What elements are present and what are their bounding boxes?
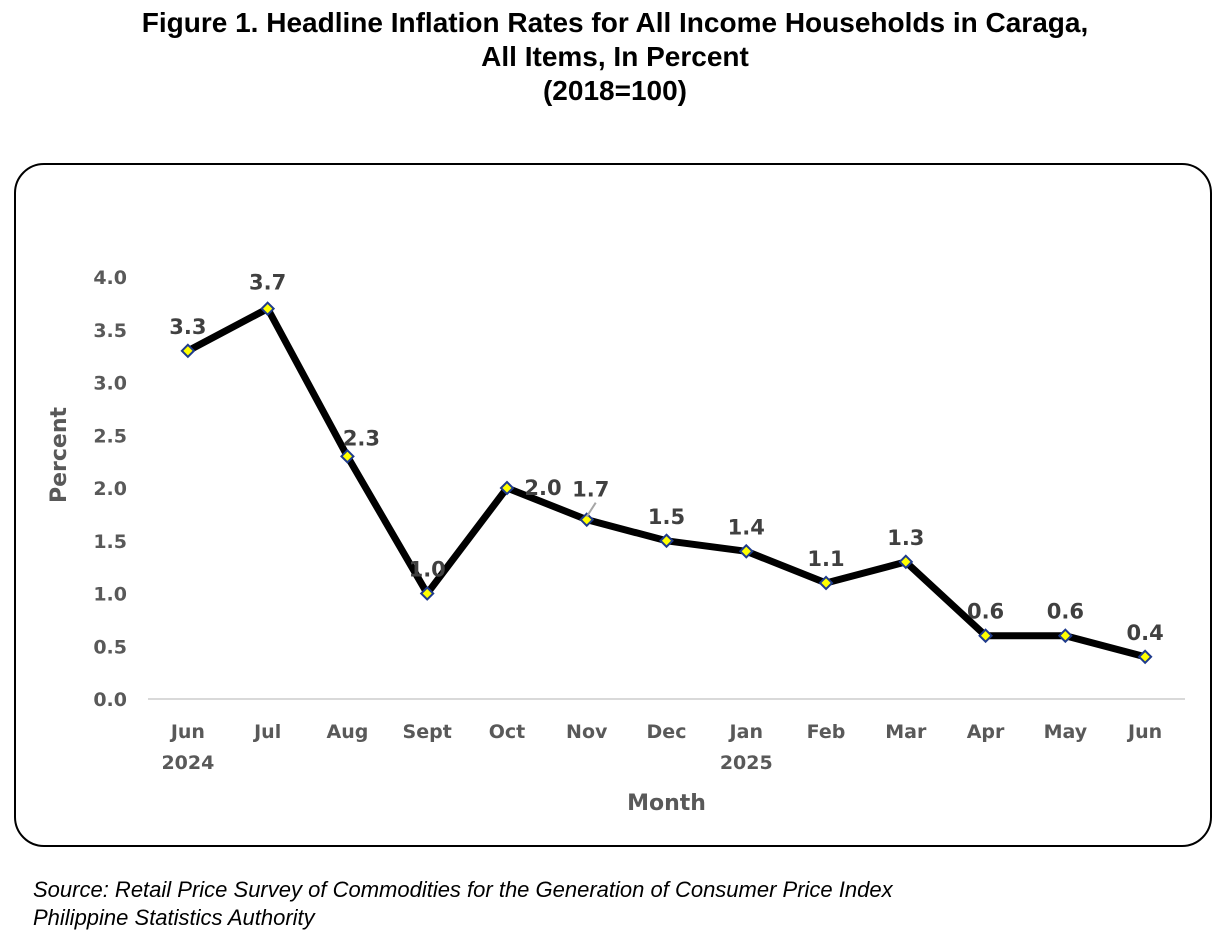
y-tick-label: 2.0 <box>93 478 127 500</box>
data-marker <box>898 554 914 570</box>
data-marker <box>419 586 435 601</box>
y-tick-label: 0.5 <box>93 636 127 658</box>
x-tick-label: Sept <box>403 721 452 743</box>
x-tick-label: 2024 <box>161 752 214 774</box>
data-marker <box>1137 649 1153 665</box>
data-label: 1.5 <box>648 505 685 529</box>
x-tick-label: Jul <box>252 721 281 743</box>
y-tick-label: 3.0 <box>93 373 127 395</box>
figure-title-line-3: (2018=100) <box>542 75 687 106</box>
leader-line <box>585 502 597 518</box>
y-axis-ticks: 0.0 0.5 1.0 1.5 2.0 2.5 3.0 3.5 4.0 <box>93 267 127 711</box>
data-label: 0.4 <box>1127 621 1164 645</box>
data-label: 2.0 <box>524 476 561 500</box>
y-axis-title: Percent <box>47 407 72 504</box>
x-tick-label: Jun <box>169 721 205 743</box>
data-marker <box>180 343 196 359</box>
data-label: 1.0 <box>409 558 446 582</box>
x-axis-ticks: Jun 2024 Jul Aug Sept Oct Nov Dec Jan 2025 Feb Mar A… <box>161 721 1162 774</box>
y-tick-label: 2.5 <box>93 425 127 447</box>
data-label: 3.3 <box>169 315 206 339</box>
data-marker <box>738 543 754 559</box>
x-tick-label: Nov <box>566 721 608 743</box>
data-marker <box>818 575 834 591</box>
data-marker <box>579 512 595 528</box>
figure-title-line-2: All Items, In Percent <box>481 41 749 72</box>
data-label: 1.3 <box>887 526 924 550</box>
data-marker <box>499 480 515 496</box>
x-tick-label: Oct <box>489 721 526 743</box>
data-label: 1.1 <box>807 547 844 571</box>
data-marker <box>1057 628 1073 644</box>
y-tick-label: 4.0 <box>93 267 127 289</box>
figure-title: Figure 1. Headline Inflation Rates for A… <box>0 6 1230 108</box>
data-label: 0.6 <box>967 600 1004 624</box>
x-tick-label: Jan <box>728 721 763 743</box>
data-label: 0.6 <box>1047 600 1084 624</box>
source-line-1: Source: Retail Price Survey of Commoditi… <box>33 877 893 902</box>
data-markers <box>180 301 1153 665</box>
x-tick-label: Apr <box>967 721 1005 743</box>
x-tick-label: Feb <box>807 721 846 743</box>
y-tick-label: 0.0 <box>93 689 127 711</box>
data-marker <box>260 301 276 317</box>
data-marker <box>659 533 674 549</box>
data-label: 3.7 <box>249 271 286 295</box>
y-tick-label: 1.5 <box>93 531 127 553</box>
data-labels: 3.3 3.7 2.3 1.0 2.0 1.7 1.5 1.4 1.1 1.3 0.6 0.6 0.4 <box>169 271 1163 645</box>
x-tick-label: Aug <box>327 721 369 743</box>
source-line-2: Philippine Statistics Authority <box>33 905 315 930</box>
chart-frame <box>14 163 1212 847</box>
data-marker <box>978 628 993 644</box>
x-tick-label: Dec <box>647 721 687 743</box>
x-tick-label: Mar <box>885 721 927 743</box>
y-tick-label: 3.5 <box>93 320 127 342</box>
x-axis-title: Month <box>627 791 706 816</box>
figure-title-line-1: Figure 1. Headline Inflation Rates for A… <box>141 7 1089 38</box>
y-tick-label: 1.0 <box>93 584 127 606</box>
x-tick-label: 2025 <box>720 752 773 774</box>
data-label: 2.3 <box>343 426 380 450</box>
data-label: 1.7 <box>572 478 609 502</box>
line-chart: 0.0 0.5 1.0 1.5 2.0 2.5 3.0 3.5 4.0 Jun 2024 Jul Au… <box>47 267 1185 816</box>
source-note: Source: Retail Price Survey of Commoditi… <box>33 876 893 932</box>
data-label: 1.4 <box>728 515 765 539</box>
x-tick-label: Jun <box>1126 721 1162 743</box>
x-tick-label: May <box>1044 721 1088 743</box>
data-marker <box>340 448 355 464</box>
